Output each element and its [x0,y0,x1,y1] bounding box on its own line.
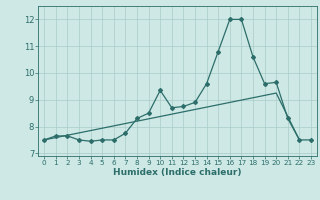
X-axis label: Humidex (Indice chaleur): Humidex (Indice chaleur) [113,168,242,177]
